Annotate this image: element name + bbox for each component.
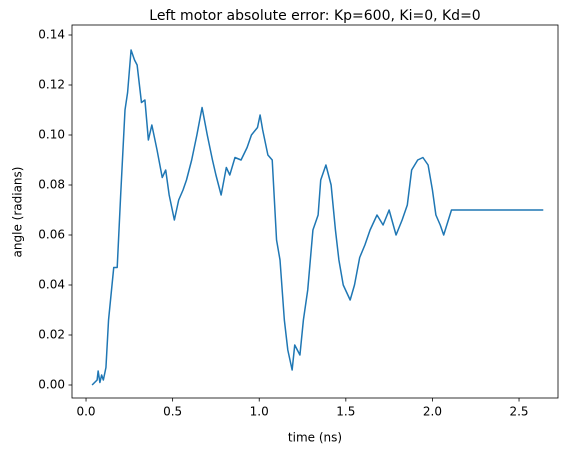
data-line xyxy=(91,49,544,386)
y-tick-label: 0.06 xyxy=(38,228,65,242)
x-tick-label: 2.5 xyxy=(509,405,528,419)
x-tick-label: 0.5 xyxy=(163,405,182,419)
x-tick-label: 2.0 xyxy=(423,405,442,419)
y-tick-label: 0.14 xyxy=(38,28,65,42)
y-tick-label: 0.02 xyxy=(38,328,65,342)
y-tick-label: 0.10 xyxy=(38,128,65,142)
x-axis-label: time (ns) xyxy=(288,431,342,445)
y-tick-label: 0.04 xyxy=(38,278,65,292)
y-tick-label: 0.08 xyxy=(38,178,65,192)
x-tick-label: 1.5 xyxy=(336,405,355,419)
x-tick-label: 0.0 xyxy=(76,405,95,419)
chart-title: Left motor absolute error: Kp=600, Ki=0,… xyxy=(149,8,480,24)
y-tick-label: 0.12 xyxy=(38,78,65,92)
axes-frame xyxy=(71,24,559,399)
y-axis-label: angle (radians) xyxy=(11,167,25,258)
x-tick-label: 1.0 xyxy=(250,405,269,419)
y-tick-label: 0.00 xyxy=(38,378,65,392)
